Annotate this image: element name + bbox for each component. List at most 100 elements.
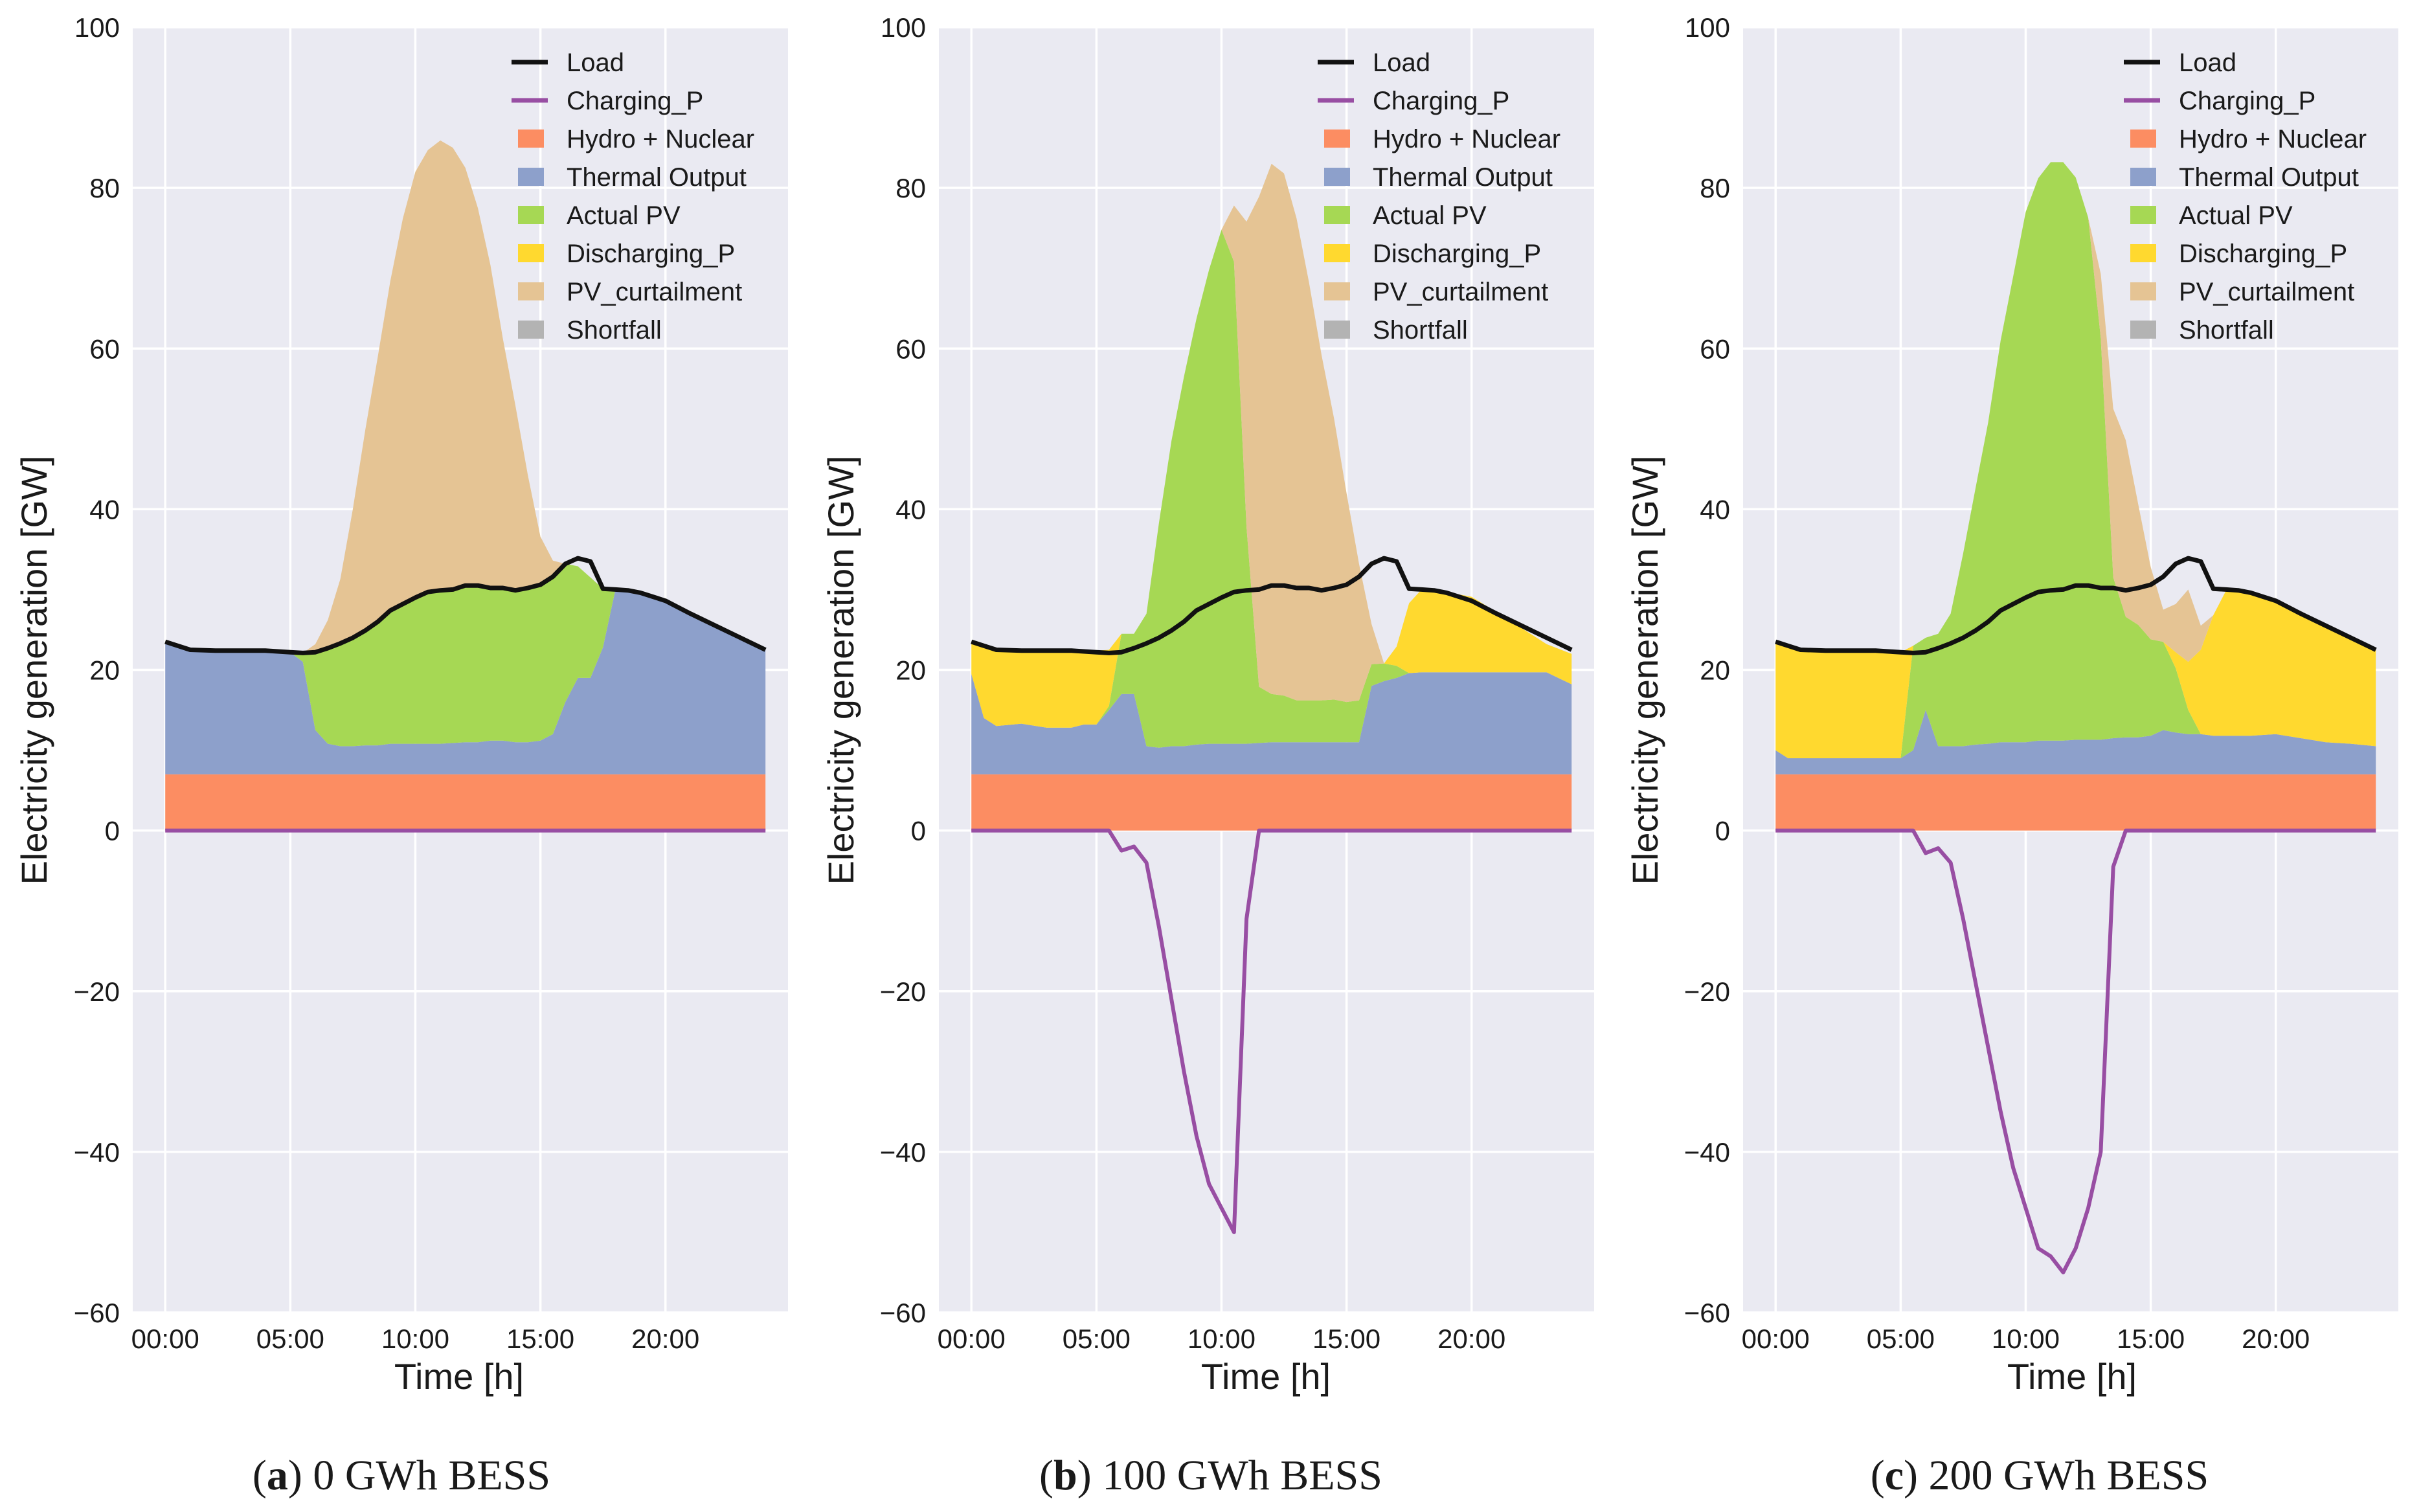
legend-label: Hydro + Nuclear	[1373, 125, 1560, 153]
plot-c: 100 80 60 40 20 0 −20 −40 −60 00:00 05:00 10:00 15:0…	[1684, 12, 2398, 1354]
discharging-area	[1775, 162, 2376, 758]
load-line	[164, 556, 767, 655]
y-tick-label: −40	[1684, 1137, 1730, 1168]
legend-label: PV_curtailment	[567, 278, 742, 306]
plot-a: 100 80 60 40 20 0 −20 −40 −60 00:00 05:00 10:00 15:0…	[74, 12, 788, 1354]
x-tick-label: 05:00	[1867, 1324, 1935, 1354]
legend: Load Charging_P Hydro + Nuclear Thermal Out…	[2124, 49, 2367, 344]
discharging-area	[971, 229, 1572, 728]
y-tick-label: −60	[1684, 1298, 1730, 1328]
x-tick-label: 10:00	[1992, 1324, 2060, 1354]
y-tick-label: 80	[895, 173, 926, 203]
panel-b: Electricity generation [GW] Time [h] (b)…	[820, 12, 1594, 1499]
x-tick-label: 20:00	[2242, 1324, 2310, 1354]
legend-swatch	[518, 168, 544, 186]
charging-line	[971, 828, 1572, 1234]
legend-label: PV_curtailment	[2179, 278, 2354, 306]
panel-a: Electricity generation [GW] Time [h] (a)…	[14, 12, 788, 1499]
thermal-output-area	[1775, 710, 2376, 774]
load-line	[1775, 556, 2377, 655]
x-tick-label: 20:00	[1437, 1324, 1505, 1354]
y-tick-label: −20	[74, 976, 120, 1007]
caption-c: (c) 200 GWh BESS	[1871, 1452, 2209, 1499]
y-tick-label: 0	[911, 816, 926, 846]
legend-swatch	[2130, 321, 2156, 339]
legend-label: Actual PV	[2179, 201, 2293, 230]
pv-curtailment-area	[165, 140, 766, 653]
y-tick-label: 20	[895, 655, 926, 686]
caption-b-letter: b	[1053, 1452, 1077, 1499]
legend: Load Charging_P Hydro + Nuclear Thermal Out…	[512, 49, 754, 344]
legend-label: Shortfall	[2179, 316, 2274, 344]
x-tick-label: 15:00	[1312, 1324, 1380, 1354]
y-tick-label: −60	[74, 1298, 120, 1328]
load-line	[971, 556, 1573, 655]
legend-swatch	[1324, 282, 1350, 300]
legend-swatch	[518, 244, 544, 262]
ylabel-b: Electricity generation [GW]	[820, 456, 861, 885]
y-tick-label: −20	[1684, 976, 1730, 1007]
legend-swatch	[2130, 282, 2156, 300]
legend-swatch	[2130, 244, 2156, 262]
legend-label: Thermal Output	[1373, 163, 1553, 192]
y-tick-label: 60	[89, 333, 120, 364]
y-tick-label: 100	[881, 12, 926, 43]
y-tick-label: 0	[105, 816, 120, 846]
caption-a-letter: a	[267, 1452, 288, 1499]
legend-label: Charging_P	[2179, 87, 2315, 115]
legend-label: Actual PV	[1373, 201, 1487, 230]
x-tick-label: 15:00	[506, 1324, 574, 1354]
legend-label: Load	[1373, 49, 1430, 77]
legend-label: PV_curtailment	[1373, 278, 1548, 306]
caption-b-text: 100 GWh BESS	[1102, 1452, 1382, 1499]
xlabel-b: Time [h]	[1201, 1356, 1331, 1397]
y-tick-label: 0	[1715, 816, 1730, 846]
caption-c-letter: c	[1885, 1452, 1904, 1499]
x-tick-label: 15:00	[2117, 1324, 2185, 1354]
x-tick-label: 00:00	[1742, 1324, 1810, 1354]
x-tick-label: 10:00	[1188, 1324, 1256, 1354]
legend-label: Discharging_P	[1373, 240, 1541, 268]
legend-label: Load	[567, 49, 624, 77]
legend-swatch	[2130, 130, 2156, 148]
panel-c: Electricity generation [GW] Time [h] (c)…	[1625, 12, 2398, 1499]
legend-swatch	[1324, 244, 1350, 262]
legend-label: Thermal Output	[2179, 163, 2359, 192]
legend-label: Shortfall	[1373, 316, 1468, 344]
hydro-nuclear-area	[165, 774, 766, 831]
y-tick-label: 40	[89, 494, 120, 525]
charging-line	[1775, 828, 2376, 1274]
caption-c-text: 200 GWh BESS	[1929, 1452, 2209, 1499]
y-tick-label: −40	[74, 1137, 120, 1168]
y-tick-label: 20	[89, 655, 120, 686]
legend-label: Charging_P	[567, 87, 703, 115]
legend-label: Shortfall	[567, 316, 662, 344]
legend-label: Load	[2179, 49, 2236, 77]
y-tick-label: 80	[89, 173, 120, 203]
y-tick-label: 40	[895, 494, 926, 525]
y-tick-label: 100	[1685, 12, 1730, 43]
hydro-nuclear-area	[971, 774, 1572, 831]
x-tick-label: 00:00	[131, 1324, 199, 1354]
legend-label: Discharging_P	[2179, 240, 2347, 268]
y-tick-label: 80	[1700, 173, 1730, 203]
x-tick-label: 05:00	[256, 1324, 324, 1354]
caption-b: (b) 100 GWh BESS	[1039, 1452, 1382, 1499]
plot-b: 100 80 60 40 20 0 −20 −40 −60 00:00 05:00 10:00 15:0…	[880, 12, 1594, 1354]
legend-swatch	[1324, 206, 1350, 224]
y-tick-label: −20	[880, 976, 926, 1007]
y-tick-label: 100	[74, 12, 120, 43]
y-tick-label: 40	[1700, 494, 1730, 525]
legend-swatch	[2130, 206, 2156, 224]
caption-a: (a) 0 GWh BESS	[253, 1452, 550, 1499]
actual-pv-area	[165, 563, 766, 747]
actual-pv-area	[1775, 162, 2376, 758]
y-tick-label: 60	[1700, 333, 1730, 364]
legend-label: Thermal Output	[567, 163, 747, 192]
thermal-output-area	[165, 589, 766, 774]
y-tick-label: −40	[880, 1137, 926, 1168]
x-tick-label: 10:00	[381, 1324, 449, 1354]
x-tick-label: 00:00	[938, 1324, 1006, 1354]
ylabel-a: Electricity generation [GW]	[14, 456, 54, 885]
